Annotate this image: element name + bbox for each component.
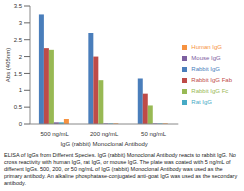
html-text:Rabbit IgG: Rabbit IgG (191, 66, 220, 72)
html-text:ELISA of IgGs from Different S: ELISA of IgGs from Different Species. Ig… (4, 152, 238, 186)
html-text:Rabbit IgG Fab: Rabbit IgG Fab (191, 77, 232, 83)
svg-text:IgG (rabbit) Monoclonal Antibo: IgG (rabbit) Monoclonal Antibody (60, 141, 147, 147)
html-text:Human IgG: Human IgG (191, 44, 222, 50)
svg-text:200 ng/mL: 200 ng/mL (90, 131, 119, 137)
svg-text:2.5: 2.5 (14, 37, 23, 43)
svg-text:3.5: 3.5 (14, 3, 23, 9)
svg-text:50 ng/mL: 50 ng/mL (141, 131, 167, 137)
svg-text:500 ng/mL: 500 ng/mL (41, 131, 70, 137)
html-text:Mouse IgG: Mouse IgG (191, 55, 221, 61)
svg-text:3: 3 (19, 20, 23, 26)
svg-text:1: 1 (19, 87, 23, 93)
svg-text:0: 0 (19, 121, 23, 127)
svg-text:2: 2 (19, 54, 23, 60)
svg-text:1.5: 1.5 (14, 71, 23, 77)
html-text:Rabbit IgG Fc: Rabbit IgG Fc (191, 88, 229, 94)
svg-text:Abs (405nm): Abs (405nm) (8, 48, 11, 82)
svg-text:0.5: 0.5 (14, 104, 23, 110)
html-text:Rat IgG: Rat IgG (191, 99, 212, 105)
